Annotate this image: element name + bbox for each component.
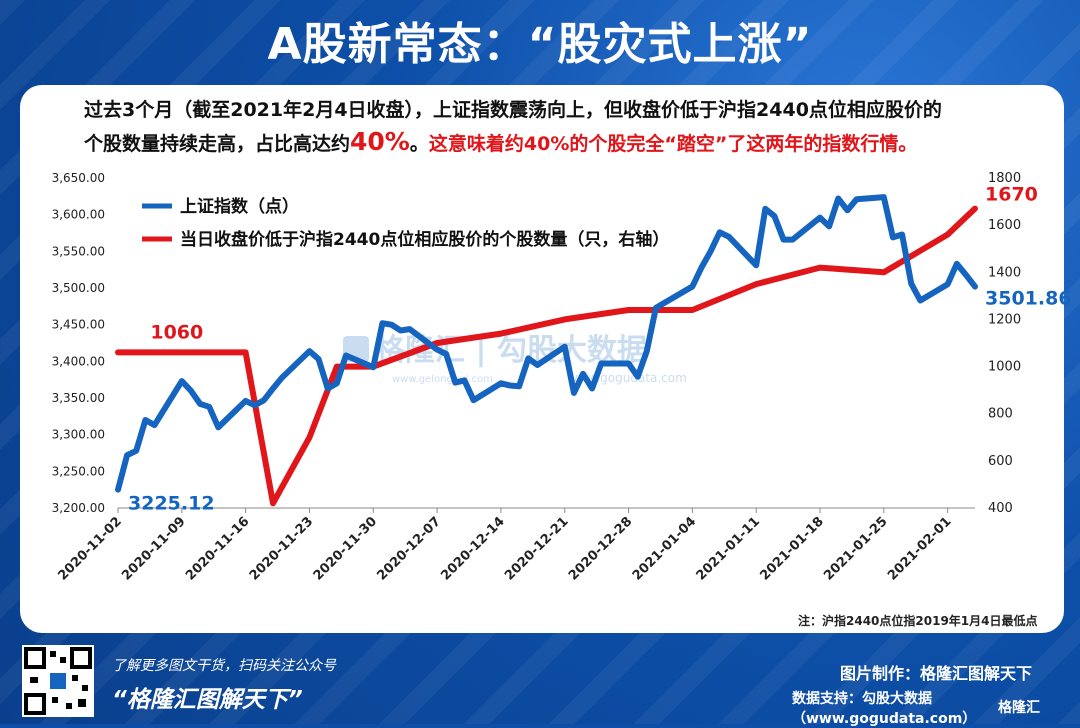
y-right-tick-label: 1600 <box>988 218 1021 233</box>
y-right-tick-label: 1400 <box>988 265 1021 280</box>
data-label: 1670 <box>985 184 1038 206</box>
y-right-tick-label: 1200 <box>988 312 1021 327</box>
description-line-1: 过去3个月（截至2021年2月4日收盘），上证指数震荡向上，但收盘价低于沪指24… <box>84 99 942 121</box>
legend-label-count: 当日收盘价低于沪指2440点位相应股价的个股数量（只，右轴） <box>180 229 669 250</box>
x-tick-label: 2020-11-02 <box>55 514 124 583</box>
y-left-tick-label: 3,200.00 <box>52 501 105 515</box>
footer-brand: 格隆汇 <box>998 700 1040 716</box>
chart-description: 过去3个月（截至2021年2月4日收盘），上证指数震荡向上，但收盘价低于沪指24… <box>84 94 1004 160</box>
legend-label-index: 上证指数（点） <box>180 196 299 217</box>
y-right-tick-label: 1800 <box>988 171 1021 186</box>
y-left-tick-label: 3,250.00 <box>52 464 105 478</box>
x-tick-label: 2021-02-01 <box>885 514 954 583</box>
chart-footnote: 注：沪指2440点位指2019年1月4日最低点 <box>798 614 1038 628</box>
series-line-shanghai-index <box>115 194 978 493</box>
description-line-2a: 个股数量持续走高，占比高达约 <box>84 133 351 155</box>
x-tick-label: 2021-01-04 <box>630 514 699 583</box>
y-axis-right: 400 600 800 1000 1200 1400 1600 1800 <box>988 171 1021 516</box>
x-tick-label: 2020-12-28 <box>566 514 635 583</box>
x-tick-label: 2020-11-09 <box>119 514 188 583</box>
x-tick-label: 2020-12-14 <box>438 514 507 583</box>
page-title: A股新常态：“股灾式上涨” <box>267 19 813 70</box>
y-axis-left: 3,200.00 3,250.00 3,300.00 3,350.00 3,400.00… <box>52 171 105 515</box>
x-tick-label: 2021-01-11 <box>694 514 763 583</box>
x-tick-label: 2021-01-18 <box>757 514 826 583</box>
x-tick-label: 2021-01-25 <box>821 514 890 583</box>
y-left-tick-label: 3,350.00 <box>52 391 105 405</box>
y-left-tick-label: 3,550.00 <box>52 244 105 258</box>
x-axis: 2020-11-022020-11-092020-11-162020-11-23… <box>55 507 975 584</box>
data-label: 3501.86 <box>985 288 1072 310</box>
description-highlight-percent: 40% <box>350 127 410 156</box>
x-tick-label: 2020-11-23 <box>247 514 316 583</box>
y-left-tick-label: 3,450.00 <box>52 318 105 332</box>
y-left-tick-label: 3,300.00 <box>52 428 105 442</box>
series-line-stock-count <box>115 205 978 507</box>
x-tick-label: 2020-12-07 <box>375 514 444 583</box>
qr-code-icon <box>22 645 94 717</box>
description-line-2d: 这意味着约40%的个股完全“踏空”了这两年的指数行情。 <box>428 133 918 155</box>
footer-slogan: “格隆汇图解天下” <box>112 687 303 713</box>
y-right-tick-label: 400 <box>988 501 1013 516</box>
y-left-tick-label: 3,400.00 <box>52 354 105 368</box>
data-label: 1060 <box>150 321 203 343</box>
y-left-tick-label: 3,600.00 <box>52 208 105 222</box>
footer-promo: 了解更多图文干货，扫码关注公众号 <box>112 658 336 674</box>
footer-data-support: 数据支持：勾股大数据（www.gogudata.com） <box>792 691 977 727</box>
y-left-tick-label: 3,650.00 <box>52 171 105 185</box>
legend: 上证指数（点） 当日收盘价低于沪指2440点位相应股价的个股数量（只，右轴） <box>142 196 669 250</box>
y-left-tick-label: 3,500.00 <box>52 281 105 295</box>
watermark-subtext: www.gelonghui.com <box>392 374 493 385</box>
x-tick-label: 2020-12-21 <box>502 514 571 583</box>
y-right-tick-label: 1000 <box>988 360 1021 375</box>
x-tick-label: 2020-11-30 <box>311 514 380 583</box>
x-tick-label: 2020-11-16 <box>183 514 252 583</box>
description-line-2: 个股数量持续走高，占比高达约40%。这意味着约40%的个股完全“踏空”了这两年的… <box>84 126 1004 160</box>
footer-made-by: 图片制作：格隆汇图解天下 <box>840 664 1033 683</box>
description-line-2c: 。 <box>409 133 429 155</box>
annotations: 3225.12 3501.86 1060 1670 <box>128 184 1072 515</box>
y-right-tick-label: 600 <box>988 454 1013 469</box>
y-right-tick-label: 800 <box>988 407 1013 422</box>
data-label: 3225.12 <box>128 493 215 515</box>
